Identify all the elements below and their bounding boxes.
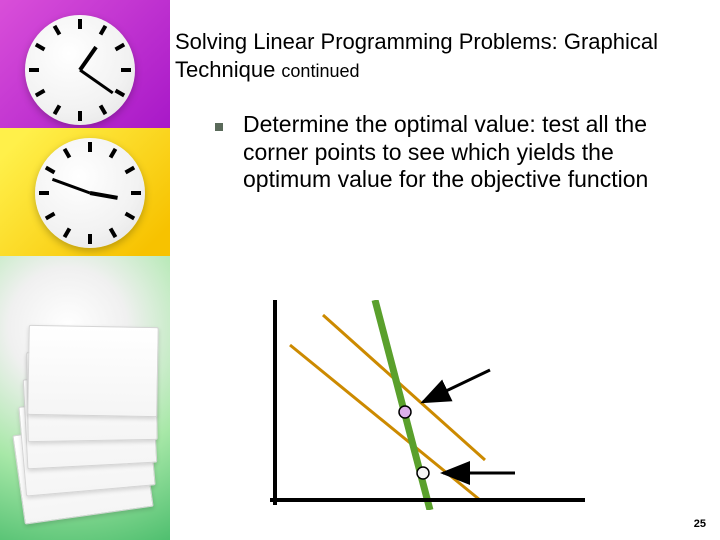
slide-title: Solving Linear Programming Problems: Gra…: [175, 28, 705, 83]
bullet-icon: [215, 123, 223, 131]
bullet-text: Determine the optimal value: test all th…: [243, 111, 695, 194]
bullet-row: Determine the optimal value: test all th…: [175, 111, 705, 194]
title-sub: continued: [281, 61, 359, 81]
tile-clock-yellow: [0, 128, 170, 256]
clock-face-icon: [25, 15, 135, 125]
indicator-arrows: [423, 370, 515, 473]
tile-clock-purple: [0, 0, 170, 128]
clock-face-icon: [35, 138, 145, 248]
lp-graph-diagram: [255, 300, 595, 510]
constraint-lines: [290, 300, 485, 510]
indicator-arrow: [423, 370, 490, 402]
paper-stack-icon: [10, 316, 160, 516]
tile-papers-green: [0, 256, 170, 540]
corner-point: [399, 406, 411, 418]
title-main: Solving Linear Programming Problems: Gra…: [175, 29, 658, 82]
constraint-line: [290, 345, 480, 500]
page-number: 25: [694, 518, 706, 530]
corner-point: [417, 467, 429, 479]
sidebar-image-strip: [0, 0, 170, 540]
slide-content: Solving Linear Programming Problems: Gra…: [175, 28, 705, 194]
